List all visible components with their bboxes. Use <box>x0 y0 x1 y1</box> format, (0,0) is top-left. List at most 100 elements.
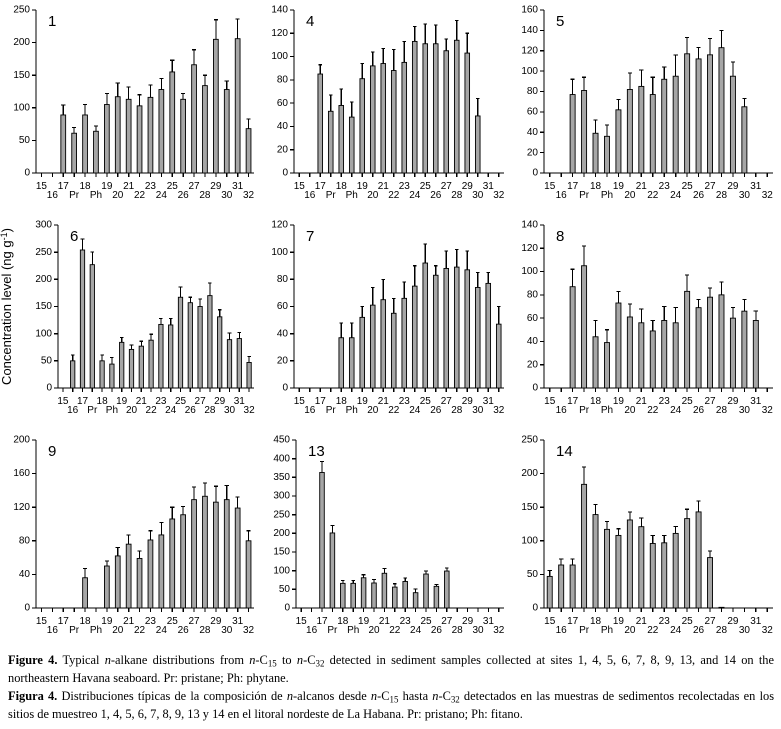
x-tick-label: 22 <box>146 405 158 416</box>
bar <box>191 64 197 174</box>
x-tick-label: 16 <box>556 190 568 201</box>
chart-axes <box>295 440 504 609</box>
y-tick-label: 250 <box>13 5 30 16</box>
x-tick-label: 25 <box>167 616 179 627</box>
chart-panel-8: 0 20 40 60 80 100 120 140 15 16 17 Pr 18 Ph 19 20 21 22 23… <box>512 215 781 430</box>
bar <box>348 116 355 174</box>
caption-spanish: Figura 4. Distribuciones típicas de la c… <box>8 688 774 723</box>
y-tick-label: 200 <box>13 435 30 446</box>
x-tick-label: Ph <box>346 190 358 201</box>
x-tick-label: 17 <box>77 396 89 407</box>
x-tick-label: 20 <box>624 405 636 416</box>
x-tick-label: 27 <box>704 396 716 407</box>
bar <box>359 78 366 174</box>
bar <box>741 106 748 174</box>
bar <box>661 78 668 174</box>
bar <box>464 52 471 174</box>
x-tick-label: 28 <box>451 405 463 416</box>
x-tick-label: 16 <box>47 190 59 201</box>
bar <box>158 323 164 389</box>
y-tick-label: 40 <box>527 127 539 138</box>
x-tick-label: 23 <box>400 616 412 627</box>
x-tick-label: 29 <box>727 181 739 192</box>
x-tick-label: 24 <box>670 625 682 636</box>
x-tick-label: 15 <box>36 181 48 192</box>
x-tick-label: 32 <box>244 405 256 416</box>
x-tick-label: 15 <box>57 396 69 407</box>
bar <box>638 526 645 609</box>
x-tick-label: 16 <box>556 625 568 636</box>
chart-panel-13: 0 50 100 150 200 250 300 350 400 450 15 16 17 Pr 18 Ph 1… <box>262 430 512 650</box>
x-tick-label: 28 <box>199 190 211 201</box>
x-tick-label: 28 <box>452 625 464 636</box>
x-tick-label: 19 <box>613 616 625 627</box>
x-tick-label: 18 <box>97 396 109 407</box>
bar <box>558 564 565 609</box>
bar <box>89 264 95 389</box>
x-tick-label: 15 <box>544 396 556 407</box>
x-tick-label: 26 <box>693 625 705 636</box>
y-tick-label: 120 <box>521 243 538 254</box>
x-tick-label: 27 <box>188 181 200 192</box>
bar <box>569 564 576 609</box>
y-tick-label: 100 <box>271 51 288 62</box>
bar <box>707 557 713 609</box>
bar <box>718 294 725 389</box>
bar <box>695 58 702 174</box>
y-tick-label: 120 <box>271 28 288 39</box>
x-tick-label: 19 <box>101 181 113 192</box>
x-tick-label: 32 <box>493 625 505 636</box>
bar <box>114 96 121 174</box>
bar <box>213 501 219 609</box>
bar <box>109 363 115 389</box>
y-tick-label: 20 <box>527 359 539 370</box>
y-tick-label: 60 <box>527 107 539 118</box>
bar <box>485 282 492 389</box>
bar <box>213 38 219 174</box>
x-tick-label: 30 <box>221 190 233 201</box>
x-tick-label: 31 <box>483 616 495 627</box>
bar <box>329 532 336 609</box>
bar <box>474 115 481 174</box>
y-tick-label: 80 <box>527 86 539 97</box>
bar <box>348 337 355 389</box>
x-tick-label: 31 <box>750 616 762 627</box>
bar <box>569 94 576 174</box>
chart-axes <box>543 440 773 609</box>
x-tick-label: 31 <box>483 396 495 407</box>
bar <box>592 132 599 174</box>
bar <box>245 540 252 609</box>
bar <box>615 109 622 174</box>
x-tick-label: 24 <box>409 190 421 201</box>
y-tick-label: 0 <box>532 383 538 394</box>
x-tick-label: 15 <box>36 616 48 627</box>
x-tick-label: 26 <box>430 190 442 201</box>
x-tick-label: 24 <box>670 190 682 201</box>
bar <box>443 50 450 174</box>
bar <box>392 586 398 609</box>
chart-panel-1: 0 50 100 150 200 250 15 16 17 Pr 18 Ph 19 20 21 22 23 24 2… <box>0 0 262 215</box>
x-tick-label: 18 <box>590 181 602 192</box>
x-tick-label: 15 <box>294 181 306 192</box>
x-tick-label: 23 <box>155 396 167 407</box>
x-tick-label: Pr <box>69 190 80 201</box>
y-tick-label: 100 <box>35 328 52 339</box>
bar <box>99 360 105 389</box>
x-tick-label: Pr <box>579 625 590 636</box>
chart-axes <box>35 440 254 609</box>
x-tick-label: 17 <box>567 181 579 192</box>
x-tick-label: 15 <box>544 181 556 192</box>
x-tick-label: Pr <box>69 625 80 636</box>
bar <box>638 85 645 174</box>
chart-svg-4: 020406080100120140151617Pr18Ph1920212223… <box>271 5 504 201</box>
bar <box>422 262 429 389</box>
caption-english: Figure 4. Typical n-alkane distributions… <box>8 652 774 687</box>
y-tick-label: 350 <box>273 472 290 483</box>
panel-id-label: 14 <box>556 443 573 460</box>
x-tick-label: 29 <box>210 181 222 192</box>
bar <box>187 302 193 389</box>
bar <box>615 302 622 389</box>
y-tick-label: 150 <box>35 301 52 312</box>
bar <box>684 518 691 609</box>
bar <box>672 322 679 389</box>
